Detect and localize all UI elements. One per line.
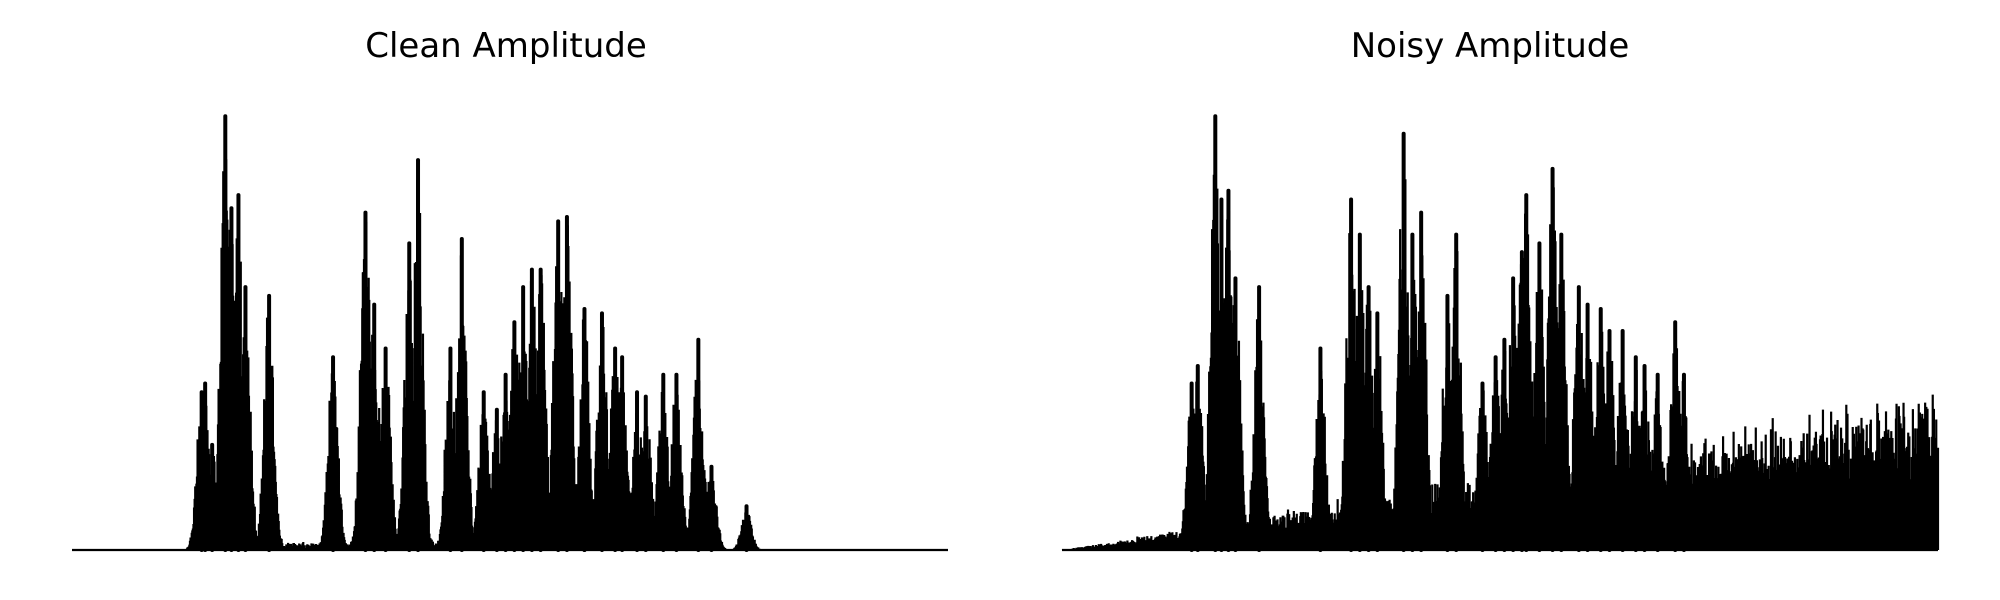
clean-amplitude-plot	[72, 114, 948, 552]
noisy-amplitude-panel: Noisy Amplitude	[990, 0, 1990, 600]
clean-amplitude-panel: Clean Amplitude	[72, 26, 948, 552]
noisy-amplitude-series-line	[1061, 143, 1940, 552]
noisy-amplitude-title: Noisy Amplitude	[1350, 26, 1630, 66]
noisy-amplitude-plot	[1061, 114, 1940, 552]
clean-amplitude-title: Clean Amplitude	[365, 26, 647, 66]
